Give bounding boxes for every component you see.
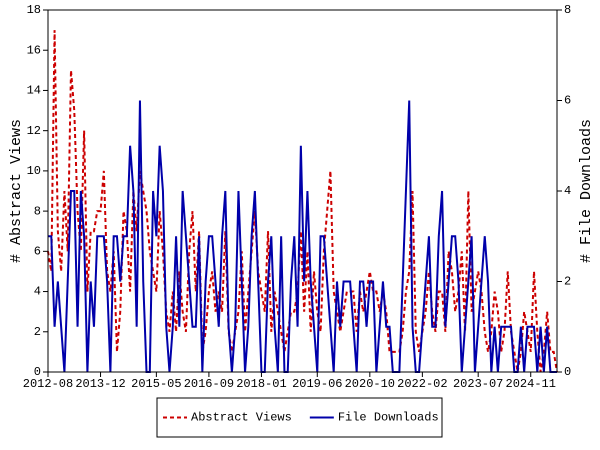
- y-tick-label: 14: [27, 84, 41, 98]
- y2-tick-label: 0: [564, 365, 571, 379]
- x-tick-label: 2013-12: [75, 377, 125, 391]
- x-tick-label: 2018-01: [236, 377, 286, 391]
- y-tick-label: 16: [27, 43, 41, 57]
- x-tick-label: 2020-10: [345, 377, 395, 391]
- y-axis-title: # Abstract Views: [8, 119, 25, 263]
- plot-frame: [47, 9, 558, 373]
- y-tick-label: 2: [34, 325, 41, 339]
- x-tick-label: 2023-07: [453, 377, 503, 391]
- series-line: [48, 100, 557, 373]
- x-tick-label: 2022-02: [397, 377, 447, 391]
- y-tick-label: 4: [34, 285, 41, 299]
- x-tick-label: 2015-05: [131, 377, 181, 391]
- y2-tick-label: 2: [564, 275, 571, 289]
- y-tick-label: 18: [27, 3, 41, 17]
- y2-tick-label: 8: [564, 3, 571, 17]
- x-tick-label: 2019-06: [292, 377, 342, 391]
- x-tick-label: 2024-11: [506, 377, 556, 391]
- legend-box: [156, 397, 443, 438]
- y-tick-label: 6: [34, 245, 41, 259]
- y-tick-label: 10: [27, 164, 41, 178]
- y2-tick-label: 4: [564, 184, 571, 198]
- y2-axis-title: # File Downloads: [578, 119, 595, 263]
- x-tick-label: 2012-08: [23, 377, 73, 391]
- y-tick-label: 12: [27, 124, 41, 138]
- y-tick-label: 0: [34, 365, 41, 379]
- y2-tick-label: 6: [564, 94, 571, 108]
- legend-label: Abstract Views: [191, 411, 292, 425]
- x-tick-label: 2016-09: [184, 377, 234, 391]
- legend-label: File Downloads: [338, 411, 439, 425]
- y-tick-label: 8: [34, 204, 41, 218]
